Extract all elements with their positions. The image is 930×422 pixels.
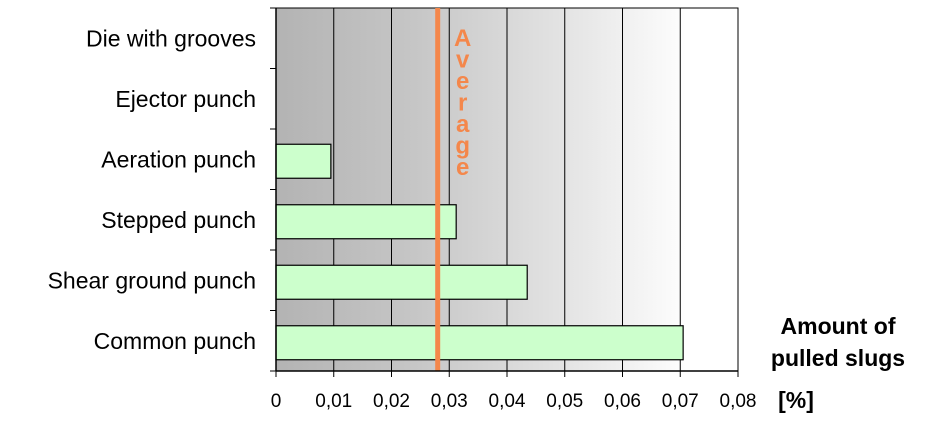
x-axis-label-line1: Amount of <box>781 313 896 339</box>
x-tick-label-1: 0,01 <box>315 391 352 412</box>
category-label-1: Ejector punch <box>115 86 256 112</box>
x-tick-label-8: 0,08 <box>720 391 757 412</box>
x-axis-label-line2: pulled slugs <box>771 345 905 371</box>
average-label-letter-5: g <box>455 133 470 160</box>
category-label-0: Die with grooves <box>86 25 256 51</box>
bars <box>275 143 684 361</box>
x-tick-label-0: 0 <box>271 391 282 412</box>
category-labels: Die with grooves Ejector punch Aeration pu… <box>48 25 256 354</box>
average-label-letter-6: e <box>456 154 469 181</box>
x-tick-label-4: 0,04 <box>489 391 526 412</box>
average-label-letter-0: A <box>454 25 471 52</box>
category-label-4: Shear ground punch <box>48 267 256 293</box>
x-tick-label-2: 0,02 <box>373 391 410 412</box>
x-axis-unit: [%] <box>778 387 814 413</box>
axes <box>270 7 739 377</box>
average-label-letter-2: e <box>456 68 469 95</box>
bar-2 <box>275 143 332 179</box>
average-label-letter-1: v <box>456 47 470 74</box>
x-tick-label-7: 0,07 <box>662 391 699 412</box>
average-label-letter-4: a <box>456 111 470 138</box>
bar-5 <box>275 325 684 361</box>
x-tick-label-6: 0,06 <box>604 391 641 412</box>
x-tick-labels: 0 0,01 0,02 0,03 0,04 0,05 0,06 0,07 0,08 <box>271 391 757 412</box>
bar-4 <box>275 264 528 300</box>
average-label-letter-3: r <box>458 90 467 117</box>
category-label-3: Stepped punch <box>101 207 256 233</box>
category-label-5: Common punch <box>94 328 256 354</box>
x-tick-label-5: 0,05 <box>546 391 583 412</box>
x-tick-label-3: 0,03 <box>431 391 468 412</box>
bar-3 <box>275 204 457 240</box>
category-label-2: Aeration punch <box>101 146 256 172</box>
